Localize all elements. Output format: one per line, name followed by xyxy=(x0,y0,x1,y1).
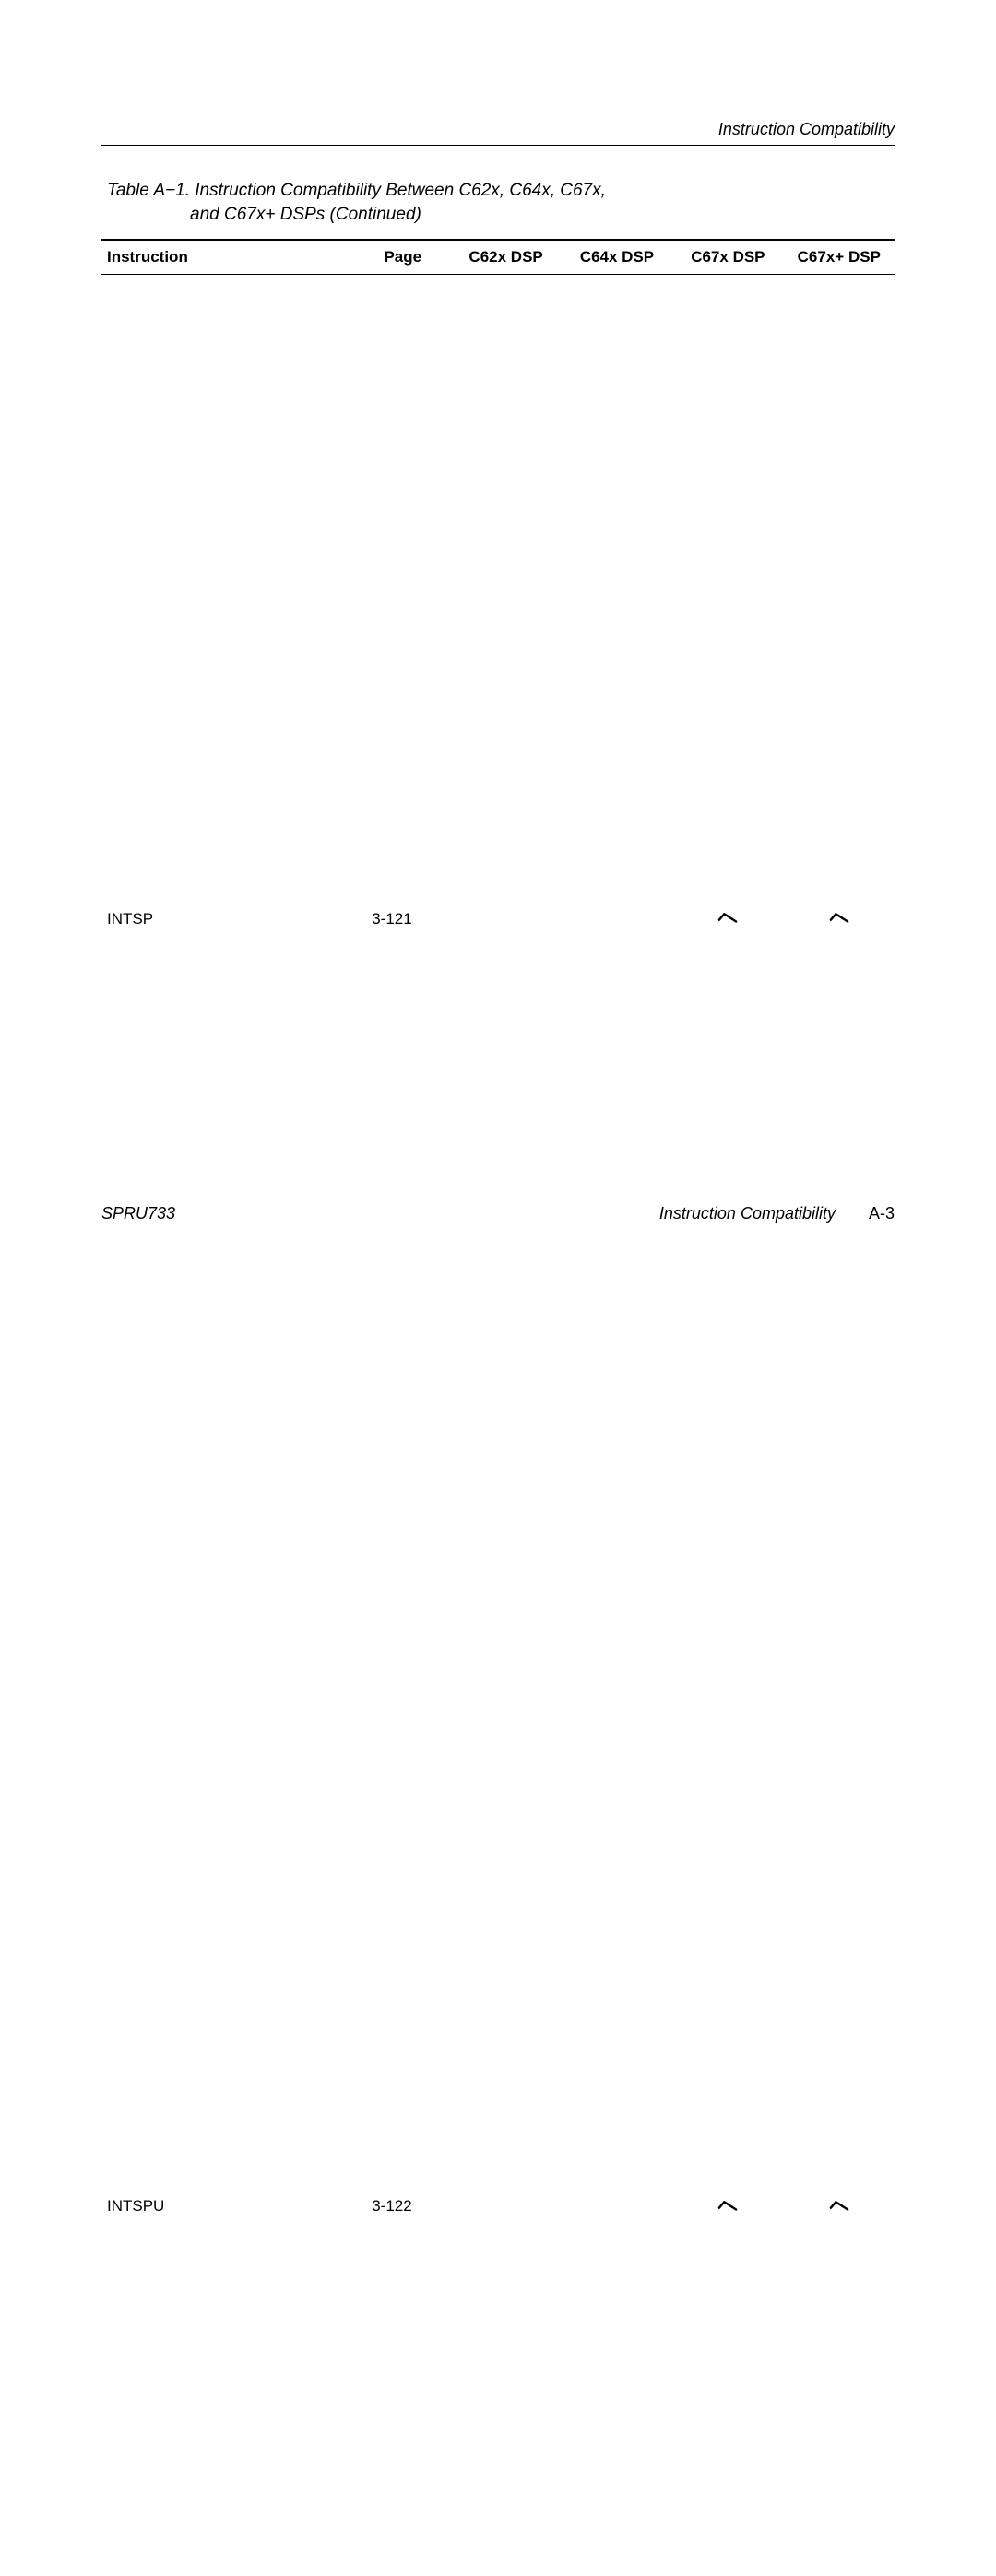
footer-right: Instruction Compatibility A-3 xyxy=(659,1204,895,1223)
table-cell-check xyxy=(562,275,672,1563)
col-c67x: C67x DSP xyxy=(672,240,783,275)
table-title: Table A−1. Instruction Compatibility Bet… xyxy=(101,179,895,226)
col-c64x: C64x DSP xyxy=(562,240,672,275)
col-c67xp: C67x+ DSP xyxy=(784,240,895,275)
table-title-line2: and C67x+ DSPs (Continued) xyxy=(107,203,895,227)
col-c62x: C62x DSP xyxy=(450,240,561,275)
page: Instruction Compatibility Table A−1. Ins… xyxy=(0,0,996,1288)
table-header-row: Instruction Page C62x DSP C64x DSP C67x … xyxy=(101,240,895,275)
footer-page-number: A-3 xyxy=(869,1204,895,1223)
table-row: INTSPU3-122 xyxy=(101,1563,895,2576)
table-cell-check xyxy=(450,1563,561,2576)
table-cell-check xyxy=(562,1563,672,2576)
header-rule xyxy=(101,145,895,146)
table-cell-check xyxy=(450,275,561,1563)
table-title-line1: Table A−1. Instruction Compatibility Bet… xyxy=(107,181,606,200)
col-instruction: Instruction xyxy=(101,240,355,275)
table-cell-page: 3-122 xyxy=(355,1563,450,2576)
check-icon xyxy=(829,909,849,924)
running-header: Instruction Compatibility xyxy=(101,120,895,139)
table-cell-check xyxy=(672,1563,783,2576)
footer-section: Instruction Compatibility xyxy=(659,1204,836,1223)
compatibility-table: Instruction Page C62x DSP C64x DSP C67x … xyxy=(101,239,895,2576)
table-body: INTSP3-121INTSPU3-122LDB memory3-123LDB … xyxy=(101,275,895,2576)
footer-doc-id: SPRU733 xyxy=(101,1204,175,1223)
table-cell-check xyxy=(672,275,783,1563)
page-footer: SPRU733 Instruction Compatibility A-3 xyxy=(101,1204,895,1223)
table-cell-instruction: INTSP xyxy=(101,275,355,1563)
table-cell-page: 3-121 xyxy=(355,275,450,1563)
check-icon xyxy=(717,2197,738,2212)
table-row: INTSP3-121 xyxy=(101,275,895,1563)
table-cell-check xyxy=(784,1563,895,2576)
table-cell-check xyxy=(784,275,895,1563)
check-icon xyxy=(717,909,738,924)
col-page: Page xyxy=(355,240,450,275)
check-icon xyxy=(829,2197,849,2212)
table-cell-instruction: INTSPU xyxy=(101,1563,355,2576)
